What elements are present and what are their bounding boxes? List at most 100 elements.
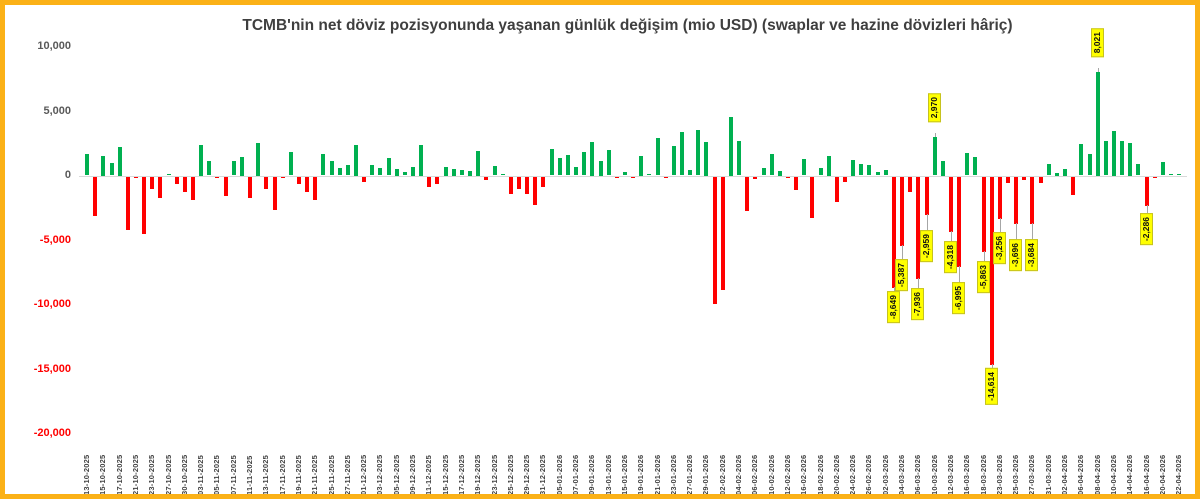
bar [1152,176,1157,179]
data-label-callout: -8,649 [886,291,900,324]
x-axis-label: 06-02-2026 [750,454,760,495]
x-axis-label: 10-03-2026 [929,454,939,495]
bar [93,176,98,216]
bar [533,176,538,205]
callout-leader-line [950,231,952,242]
callout-leader-line [991,364,993,368]
bar [321,153,326,176]
bar [590,142,595,176]
bar [1030,176,1035,224]
bar [142,176,147,234]
data-label-callout: -3,696 [1009,239,1023,272]
bar [272,176,277,210]
x-axis-label: 31-12-2025 [538,454,548,495]
bar [769,153,774,176]
data-label-callout: -6,995 [952,281,966,314]
data-label-callout: -5,387 [895,259,908,292]
bar [1071,176,1076,195]
bar [101,155,106,176]
bar [337,167,342,176]
bar [965,153,970,176]
data-label-callout: -4,318 [943,241,957,274]
bar [362,176,367,183]
callout-leader-line [1097,68,1099,72]
bar [239,156,244,176]
bar [199,144,204,176]
bar [223,176,228,196]
x-axis-label: 14-04-2026 [1125,454,1135,495]
bar [680,131,684,176]
bar [565,154,570,176]
callout-leader-line [983,251,985,262]
x-axis-label: 15-12-2025 [440,454,450,495]
x-axis-label: 02-02-2026 [717,454,727,495]
x-axis-label: 07-11-2025 [228,455,238,495]
bar [427,176,432,187]
bar [948,176,953,233]
bar [109,162,114,176]
bar [248,176,252,198]
bar [900,176,904,246]
x-axis-label: 07-01-2026 [571,454,580,495]
bar [1120,141,1124,176]
bar [728,116,733,176]
x-axis-label: 08-04-2026 [1092,454,1102,495]
bar [663,176,668,179]
bar [508,176,513,194]
bar [916,176,921,279]
callout-leader-line [902,245,903,259]
x-axis-label: 06-03-2026 [913,454,923,495]
x-axis-label: 09-01-2026 [587,454,597,495]
x-axis-label: 20-04-2026 [1157,454,1167,495]
x-axis-label: 19-11-2025 [293,455,303,495]
bar [557,158,562,176]
x-axis-label: 23-03-2026 [994,454,1004,495]
x-axis-label: 17-11-2025 [277,455,287,495]
bar [794,176,799,190]
bar [1128,143,1133,176]
x-axis-label: 27-01-2026 [685,454,695,495]
bar [370,165,375,176]
x-axis-label: 17-12-2025 [456,454,466,495]
data-label-callout: -2,959 [919,229,933,262]
bar [802,158,807,176]
x-axis-label: 20-02-2026 [831,454,841,495]
callout-leader-line [893,287,895,292]
x-axis-label: 17-10-2025 [114,454,124,495]
bar [1014,176,1019,225]
bar [940,160,945,176]
bar [419,144,424,176]
x-axis-label: 23-12-2025 [489,454,499,495]
bar [997,176,1002,219]
x-axis-label: 05-11-2025 [212,455,222,495]
bar [908,176,913,192]
bar [231,161,236,176]
x-axis-label: 31-03-2026 [1043,454,1053,495]
bar [174,176,179,185]
data-label-callout: -5,863 [976,261,990,294]
bar [810,176,815,218]
bar [606,150,611,176]
x-axis-label: 13-11-2025 [261,455,271,495]
data-label-callout: -2,286 [1139,213,1153,246]
y-axis-label: -20,000 [33,427,71,439]
bar [1177,174,1182,176]
bar [305,176,310,192]
callout-leader-line [1032,223,1034,239]
bar [166,173,171,176]
bar [785,176,790,178]
bar [378,167,383,176]
bar [826,156,831,176]
bar [1111,130,1116,176]
x-axis-label: 24-02-2026 [848,454,858,495]
bar [353,144,358,176]
data-label-callout: -3,684 [1025,239,1039,272]
bar [525,176,530,194]
x-axis-label: 06-04-2026 [1076,454,1086,495]
x-axis-label: 19-12-2025 [473,454,483,495]
bar [1087,153,1092,176]
callout-leader-line [1016,223,1018,240]
bar [647,174,652,176]
y-axis-label: -10,000 [33,298,71,310]
